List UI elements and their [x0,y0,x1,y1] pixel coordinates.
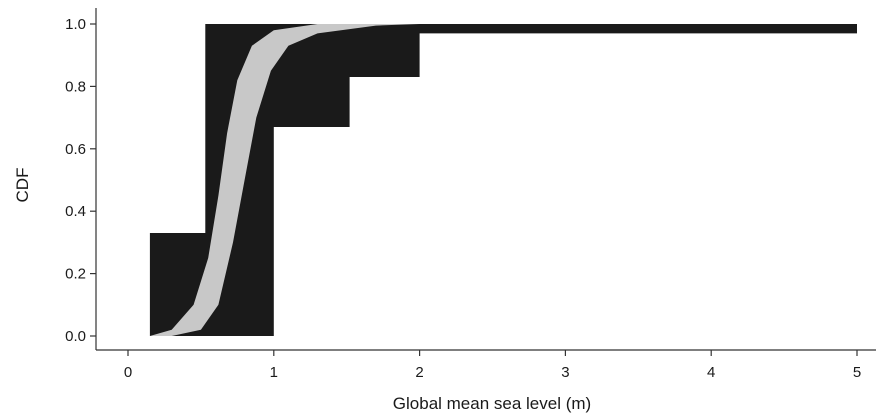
y-axis-label: CDF [13,168,32,203]
y-tick-label: 0.8 [65,78,86,95]
envelope-region [128,24,857,336]
x-tick-label: 3 [561,364,569,381]
axes: 0 1 2 3 4 5 0.0 0.2 0.4 0.6 0.8 1.0 [65,8,876,381]
y-tick-label: 0.6 [65,141,86,158]
plot-area [128,24,857,336]
y-tick-label: 0.4 [65,203,86,220]
x-axis-label: Global mean sea level (m) [393,394,591,413]
x-tick-label: 2 [415,364,423,381]
cdf-band [149,24,420,336]
y-tick-label: 0.2 [65,266,86,283]
x-tick-label: 1 [270,364,278,381]
x-tick-label: 4 [707,364,715,381]
x-tick-label: 0 [124,364,132,381]
y-tick-label: 0.0 [65,328,86,345]
y-tick-label: 1.0 [65,16,86,33]
x-tick-label: 5 [853,364,861,381]
